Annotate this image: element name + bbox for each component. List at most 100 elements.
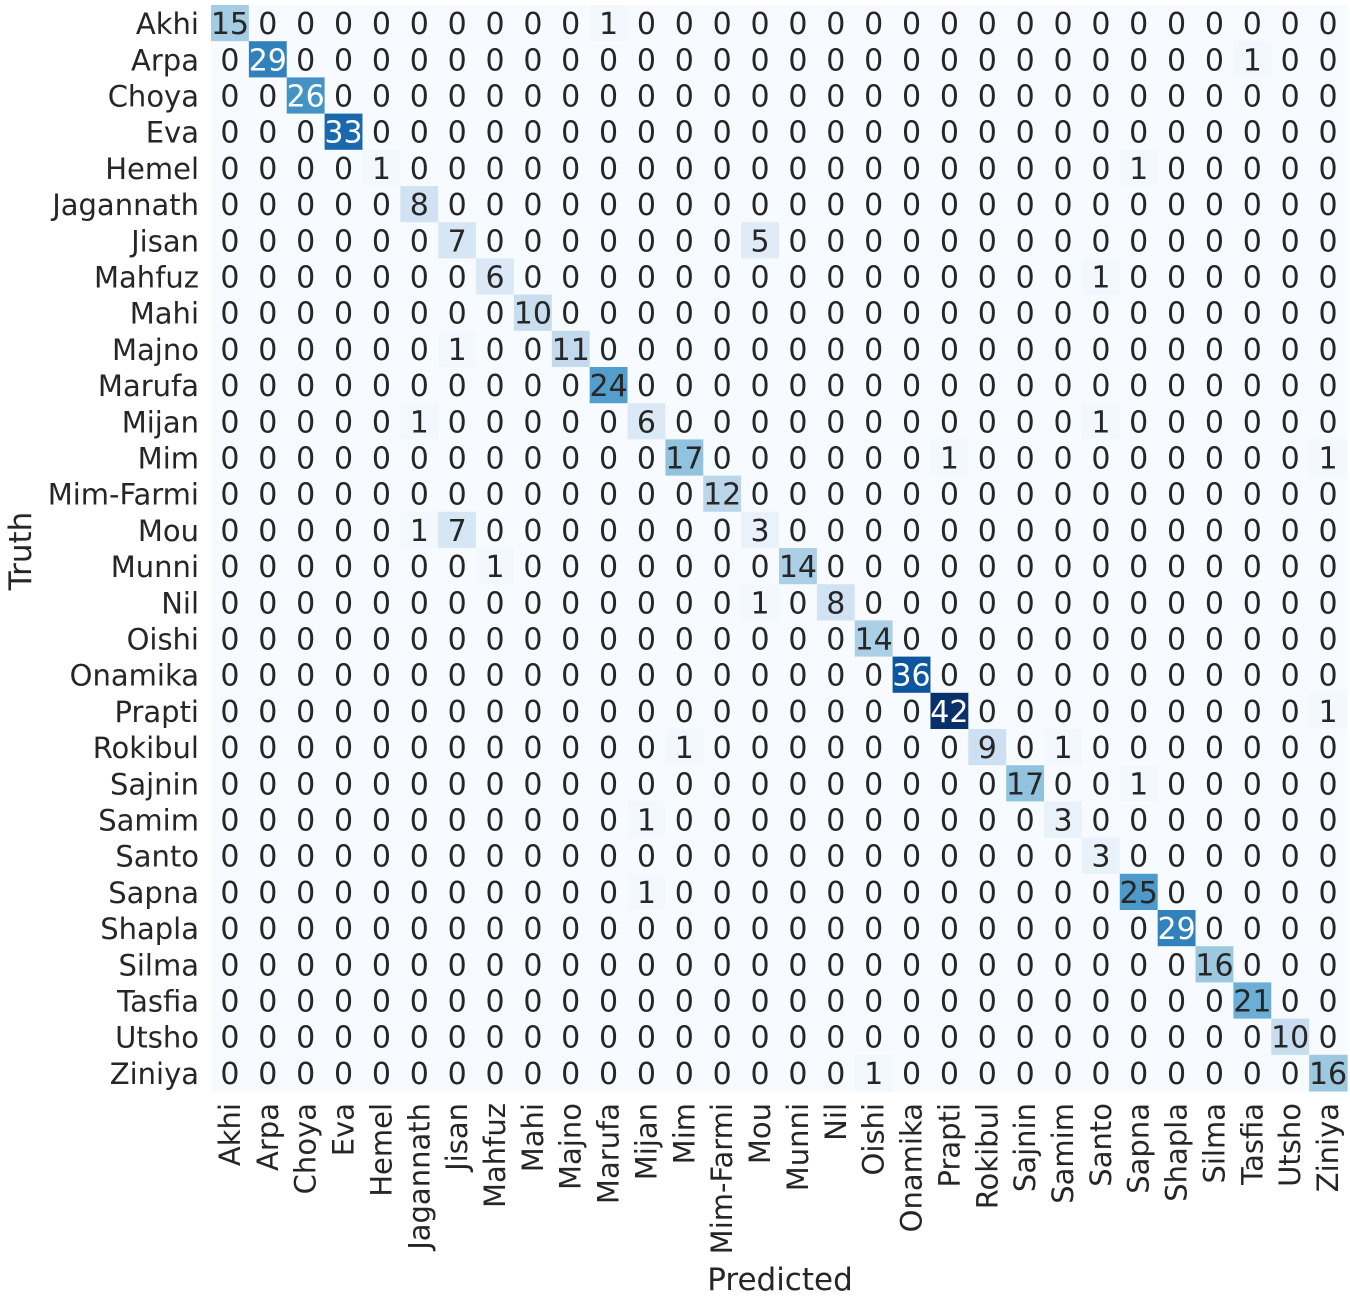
heatmap-cell [816, 475, 856, 513]
cell-value-label: 0 [1016, 948, 1035, 983]
cell-value-label: 1 [599, 7, 618, 42]
cell-value-label: 0 [599, 695, 618, 730]
cell-value-label: 0 [1091, 876, 1110, 911]
heatmap-cell [892, 294, 932, 332]
cell-value-label: 0 [599, 261, 618, 296]
cell-value-label: 0 [1129, 224, 1148, 259]
heatmap-cell [248, 837, 288, 875]
cell-value-label: 0 [713, 659, 732, 694]
cell-value-label: 0 [751, 261, 770, 296]
heatmap-cell [665, 584, 704, 621]
heatmap-cell [286, 837, 326, 875]
cell-value-label: 0 [1281, 261, 1300, 296]
cell-value-label: 0 [523, 695, 542, 730]
heatmap-cell [400, 222, 439, 259]
heatmap-cell [1157, 403, 1197, 440]
heatmap-cell [476, 294, 515, 332]
heatmap-cell [211, 222, 250, 259]
heatmap-cell [930, 584, 969, 621]
cell-value-label: 0 [864, 261, 883, 296]
cell-value-label: 0 [334, 840, 353, 875]
heatmap-cell [1044, 258, 1083, 296]
cell-value-label: 0 [1281, 623, 1300, 658]
heatmap-cell [286, 113, 326, 151]
cell-value-label: 0 [599, 731, 618, 766]
heatmap-cell [930, 765, 969, 802]
cell-value-label: 0 [296, 7, 315, 42]
cell-value-label: 0 [296, 369, 315, 404]
cell-value-label: 0 [296, 876, 315, 911]
cell-value-label: 0 [713, 152, 732, 187]
cell-value-label: 0 [258, 333, 277, 368]
cell-value-label: 0 [1205, 224, 1224, 259]
cell-value-label: 0 [1016, 623, 1035, 658]
heatmap-cell [1309, 330, 1348, 368]
cell-value-label: 0 [864, 659, 883, 694]
cell-value-label: 0 [788, 188, 807, 223]
heatmap-cell [779, 149, 818, 187]
cell-value-label: 0 [1205, 514, 1224, 549]
heatmap-cell [551, 41, 591, 78]
heatmap-cell [1233, 294, 1272, 332]
heatmap-cell [627, 77, 666, 115]
cell-value-label: 0 [523, 152, 542, 187]
cell-value-label: 0 [1167, 767, 1186, 802]
heatmap-cell [1081, 584, 1121, 621]
heatmap-cell [1195, 330, 1234, 368]
cell-value-label: 0 [1091, 7, 1110, 42]
heatmap-cell [627, 41, 666, 78]
heatmap-cell [324, 149, 364, 187]
cell-value-label: 0 [296, 731, 315, 766]
heatmap-cell [703, 149, 742, 187]
heatmap-cell [1119, 620, 1159, 658]
heatmap-cell [854, 149, 894, 187]
cell-value-label: 0 [372, 876, 391, 911]
heatmap-cell [703, 584, 742, 621]
cell-value-label: 0 [1319, 514, 1338, 549]
cell-value-label: 0 [372, 1021, 391, 1056]
cell-value-label: 0 [978, 948, 997, 983]
heatmap-cell [703, 692, 742, 730]
heatmap-cell [513, 294, 553, 332]
cell-value-label: 0 [448, 369, 467, 404]
heatmap-cell [665, 258, 704, 296]
heatmap-cell [286, 258, 326, 296]
cell-value-label: 0 [637, 369, 656, 404]
heatmap-cell [476, 837, 515, 875]
cell-value-label: 0 [864, 405, 883, 440]
heatmap-cell [779, 258, 818, 296]
heatmap-cell [665, 692, 704, 730]
heatmap-cell [968, 548, 1007, 585]
cell-value-label: 0 [410, 442, 429, 477]
cell-value-label: 0 [1053, 405, 1072, 440]
cell-value-label: 0 [978, 912, 997, 947]
cell-value-label: 0 [864, 804, 883, 839]
cell-value-label: 0 [751, 297, 770, 332]
cell-value-label: 0 [220, 695, 239, 730]
cell-value-label: 0 [258, 876, 277, 911]
heatmap-cell [211, 330, 250, 368]
cell-value-label: 0 [1016, 514, 1035, 549]
cell-value-label: 0 [410, 695, 429, 730]
heatmap-cell [211, 5, 250, 42]
cell-value-label: 0 [296, 804, 315, 839]
heatmap-cell [1119, 584, 1159, 621]
cell-value-label: 0 [713, 442, 732, 477]
cell-value-label: 0 [334, 659, 353, 694]
cell-value-label: 0 [788, 405, 807, 440]
heatmap-cell [968, 403, 1007, 440]
x-tick-label: Samim [1046, 1103, 1080, 1204]
heatmap-cell [324, 222, 364, 259]
heatmap-cell [589, 765, 629, 802]
heatmap-cell [854, 765, 894, 802]
y-tick-label: Marufa [98, 369, 199, 403]
cell-value-label: 0 [485, 514, 504, 549]
cell-value-label: 0 [1243, 152, 1262, 187]
cell-value-label: 0 [1016, 224, 1035, 259]
cell-value-label: 0 [637, 948, 656, 983]
cell-value-label: 0 [713, 80, 732, 115]
x-tick-label: Tasfia [1235, 1103, 1269, 1186]
heatmap-cell [627, 765, 666, 802]
heatmap-cell [627, 367, 666, 404]
heatmap-cell [741, 801, 780, 839]
